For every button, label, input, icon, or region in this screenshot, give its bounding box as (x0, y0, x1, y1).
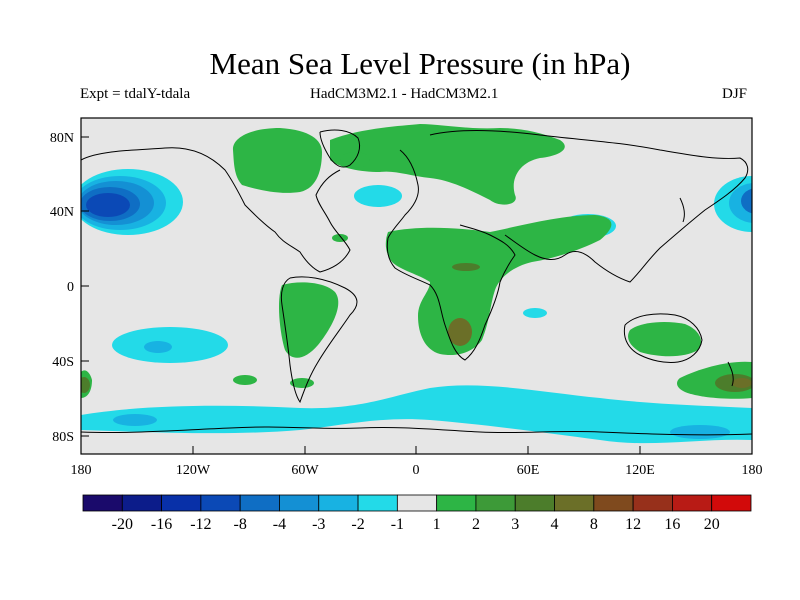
coast-australia (623, 313, 703, 363)
colorbar-swatch (318, 494, 359, 512)
colorbar-swatch (514, 494, 555, 512)
colorbar-label: -8 (234, 516, 247, 533)
pacific-low-east-2 (729, 183, 752, 223)
colorbar-swatch (436, 494, 477, 512)
y-tick-label: 40N (50, 205, 74, 220)
small-high-3 (332, 234, 348, 242)
y-tick-label: 80S (52, 430, 74, 445)
y-tick-label: 0 (67, 280, 74, 295)
colorbar-swatch (200, 494, 241, 512)
south-pacific-low-core (144, 341, 172, 353)
colorbar-swatch (279, 494, 320, 512)
x-tick-label: 60E (517, 463, 540, 478)
colorbar-swatch (82, 494, 123, 512)
y-tick-labels: 80N 40N 0 40S 80S (50, 131, 74, 445)
southern-ocean-core-2 (670, 425, 730, 439)
coast-japan (679, 197, 685, 223)
colorbar-label: -4 (273, 516, 286, 533)
season-label: DJF (722, 86, 748, 102)
coast-asia (429, 129, 749, 283)
colorbar-label: 2 (472, 516, 480, 533)
colorbar: -20 -16 -12 -8 -4 -3 -2 -1 1 2 3 4 8 12 16 20 (82, 494, 752, 533)
pacific-low-core (86, 193, 130, 217)
pacific-low-east-core (741, 188, 752, 214)
x-tick-label: 120E (625, 463, 655, 478)
coastlines (81, 129, 752, 436)
colorbar-swatch (475, 494, 516, 512)
x-tick-label: 60W (291, 463, 319, 478)
pressure-field (81, 124, 752, 444)
model-label: HadCM3M2.1 - HadCM3M2.1 (310, 86, 499, 102)
southern-ocean-core (113, 414, 157, 426)
coast-new-zealand (727, 361, 734, 387)
australia-high (628, 322, 702, 357)
x-tick-label: 0 (413, 463, 420, 478)
arctic-canada-high (232, 128, 322, 193)
colorbar-label: 12 (625, 516, 641, 533)
coast-north-america (81, 147, 351, 273)
colorbar-label: 8 (590, 516, 598, 533)
x-tick-label: 180 (71, 463, 92, 478)
colorbar-swatch (711, 494, 752, 512)
southern-ocean-band (81, 385, 752, 444)
experiment-label: Expt = tdalY-tdala (80, 86, 191, 102)
colorbar-label: -3 (312, 516, 325, 533)
colorbar-swatch (593, 494, 634, 512)
colorbar-label: -16 (151, 516, 172, 533)
x-tick-label: 180 (742, 463, 763, 478)
colorbar-swatch (554, 494, 595, 512)
colorbar-swatch (396, 494, 438, 512)
colorbar-label: -2 (351, 516, 364, 533)
colorbar-label: -20 (112, 516, 133, 533)
africa-arabia-high (385, 215, 612, 356)
coast-antarctica (81, 426, 752, 436)
south-america-high (278, 282, 339, 358)
coast-south-america (280, 276, 358, 404)
coast-greenland (319, 129, 361, 168)
y-tick-label: 40S (52, 355, 74, 370)
axis-ticks (80, 136, 753, 454)
x-tick-label: 120W (176, 463, 211, 478)
indian-low (523, 308, 547, 318)
colorbar-label: -12 (190, 516, 211, 533)
sahara-core (452, 263, 480, 271)
south-africa-core (448, 318, 472, 346)
colorbar-label: 16 (664, 516, 680, 533)
chart-title: Mean Sea Level Pressure (in hPa) (209, 46, 631, 81)
y-tick-label: 80N (50, 131, 74, 146)
colorbar-label: 20 (704, 516, 720, 533)
x-tick-labels: 180 120W 60W 0 60E 120E 180 (71, 463, 763, 478)
arctic-eurasia-high (330, 124, 565, 205)
colorbar-swatch (632, 494, 673, 512)
colorbar-swatch (121, 494, 162, 512)
colorbar-label: 1 (433, 516, 441, 533)
colorbar-label: -1 (391, 516, 404, 533)
colorbar-swatch (161, 494, 202, 512)
colorbar-label: 3 (511, 516, 519, 533)
colorbar-swatch (672, 494, 713, 512)
small-high-1 (233, 375, 257, 385)
colorbar-swatch (239, 494, 280, 512)
colorbar-label: 4 (551, 516, 559, 533)
west-core (81, 377, 90, 393)
tasman-core-2 (732, 378, 752, 388)
colorbar-swatch (357, 494, 398, 512)
atlantic-low (354, 185, 402, 207)
coast-europe-africa (386, 149, 516, 361)
